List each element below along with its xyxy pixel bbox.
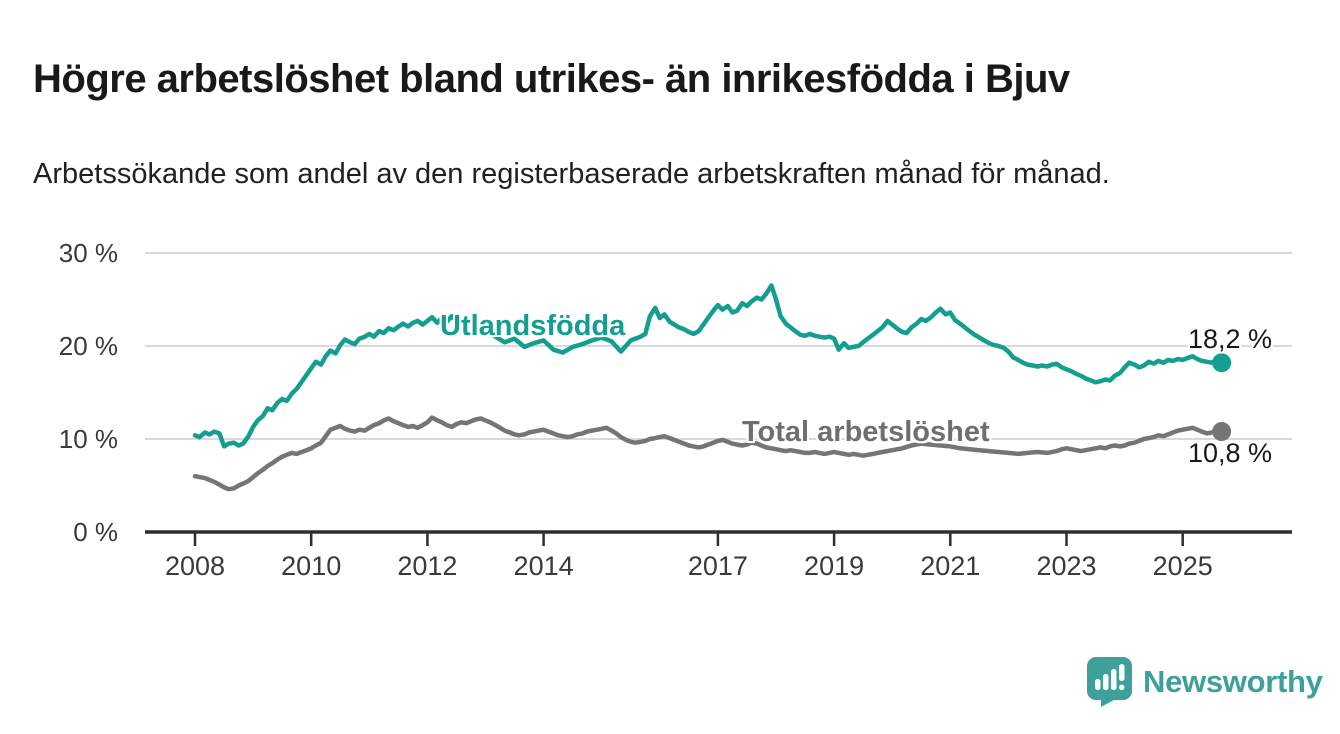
- y-axis-label: 20 %: [59, 331, 118, 361]
- x-axis-label: 2019: [804, 551, 864, 581]
- x-axis-label: 2008: [165, 551, 225, 581]
- exclamation-bar: [1119, 664, 1125, 681]
- y-axis-label: 30 %: [59, 238, 118, 268]
- series-end-dot: [1212, 422, 1232, 442]
- y-axis-label: 10 %: [59, 424, 118, 454]
- series-end-dot: [1212, 353, 1232, 373]
- end-value-label-utlandsfodda: 18,2 %: [1188, 324, 1273, 354]
- x-axis-label: 2023: [1036, 551, 1096, 581]
- y-axis-label: 0 %: [73, 517, 118, 547]
- newsworthy-logo-text: Newsworthy: [1143, 664, 1323, 699]
- page-subtitle: Arbetssökande som andel av den registerb…: [33, 158, 1110, 190]
- exclamation-dot: [1119, 684, 1125, 690]
- line-chart: 30 % 20 % 10 % 0 % 2008 2010 2012 2014 2017 2019 2…: [59, 238, 1292, 581]
- bar-1: [1095, 679, 1101, 690]
- series-label-total-arbetsloshet: Total arbetslöshet: [742, 416, 990, 448]
- series-line-utlandsf-dda: [192, 283, 1224, 449]
- speech-bubble-shape: [1087, 657, 1132, 707]
- series-label-utlandsfodda: Utlandsfödda: [440, 310, 626, 342]
- x-axis-label: 2012: [397, 551, 457, 581]
- bar-3: [1111, 669, 1117, 690]
- x-axis-label: 2025: [1153, 551, 1213, 581]
- end-value-label-total-arbetsloshet: 10,8 %: [1188, 438, 1273, 468]
- x-axis-label: 2014: [514, 551, 574, 581]
- x-axis-label: 2017: [688, 551, 748, 581]
- newsworthy-logo-icon: [1087, 657, 1132, 707]
- page-title: Högre arbetslöshet bland utrikes- än inr…: [33, 56, 1070, 101]
- newsworthy-logo: Newsworthy: [1087, 657, 1323, 707]
- x-axis-label: 2021: [920, 551, 980, 581]
- bar-2: [1103, 674, 1109, 690]
- series-line-total-arbetsl-shet: [192, 415, 1224, 492]
- x-axis-label: 2010: [281, 551, 341, 581]
